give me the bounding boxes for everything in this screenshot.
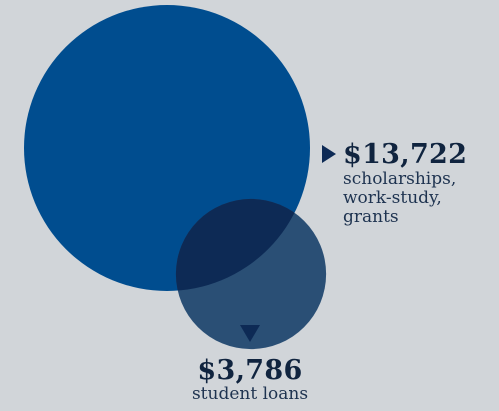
value-label-loans: $3,786: [197, 355, 303, 386]
arrow-right-marker-icon: [322, 145, 336, 163]
desc-line-1: scholarships,: [343, 169, 457, 189]
desc-loans: student loans: [191, 384, 309, 404]
desc-line-3: grants: [343, 207, 399, 227]
label-loans: $3,786 student loans: [150, 356, 350, 404]
arrow-down-marker-icon: [240, 325, 260, 342]
value-label-grants: $13,722: [343, 139, 468, 170]
desc-line-2: work-study,: [343, 188, 442, 208]
label-grants: $13,722 scholarships, work-study, grants: [343, 140, 467, 227]
